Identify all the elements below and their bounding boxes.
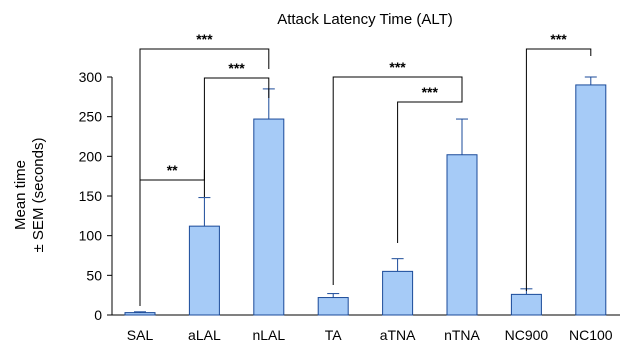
bar xyxy=(253,118,285,316)
significance-bracket xyxy=(525,48,592,291)
x-tick-label: NC100 xyxy=(569,327,613,343)
significance-bracket xyxy=(139,48,270,306)
significance-bracket xyxy=(139,170,205,193)
y-tick-label: 0 xyxy=(94,307,102,323)
significance-label: *** xyxy=(389,59,406,75)
significance-label: *** xyxy=(228,60,245,76)
bar xyxy=(446,154,478,316)
x-tick-label: nLAL xyxy=(252,327,285,343)
significance-brackets: ***************** xyxy=(139,31,592,306)
significance-bracket xyxy=(332,76,463,285)
x-tick-label: NC900 xyxy=(505,327,549,343)
y-tick-label: 100 xyxy=(79,228,103,244)
chart-title: Attack Latency Time (ALT) xyxy=(277,11,453,28)
x-tick-label: TA xyxy=(325,327,343,343)
x-tick-label: nTNA xyxy=(444,327,480,343)
bar xyxy=(575,84,607,316)
significance-label: *** xyxy=(550,31,567,47)
y-axis-label-line1: Mean time xyxy=(12,160,29,230)
significance-label: *** xyxy=(196,31,213,47)
bar xyxy=(317,297,349,316)
significance-label: ** xyxy=(167,162,178,178)
y-tick-label: 300 xyxy=(79,69,103,85)
y-tick-label: 50 xyxy=(86,267,102,283)
x-tick-label: aTNA xyxy=(380,327,416,343)
x-tick-label: aLAL xyxy=(188,327,221,343)
x-tick-label: SAL xyxy=(127,327,154,343)
significance-label: *** xyxy=(422,84,439,100)
y-tick-label: 250 xyxy=(79,109,103,125)
significance-bracket xyxy=(203,77,270,197)
significance-bracket xyxy=(397,99,463,243)
axes: 0 50 100 150 200 250 300 SAL aLAL nLAL TA aTNA nTNA N… xyxy=(79,69,620,343)
bar xyxy=(382,270,414,316)
bar xyxy=(124,312,156,316)
bar xyxy=(510,293,542,316)
y-tick-label: 150 xyxy=(79,188,103,204)
bars xyxy=(124,76,607,316)
bar xyxy=(188,225,220,316)
y-axis-label-line2: ± SEM (seconds) xyxy=(30,138,47,253)
y-tick-label: 200 xyxy=(79,148,103,164)
